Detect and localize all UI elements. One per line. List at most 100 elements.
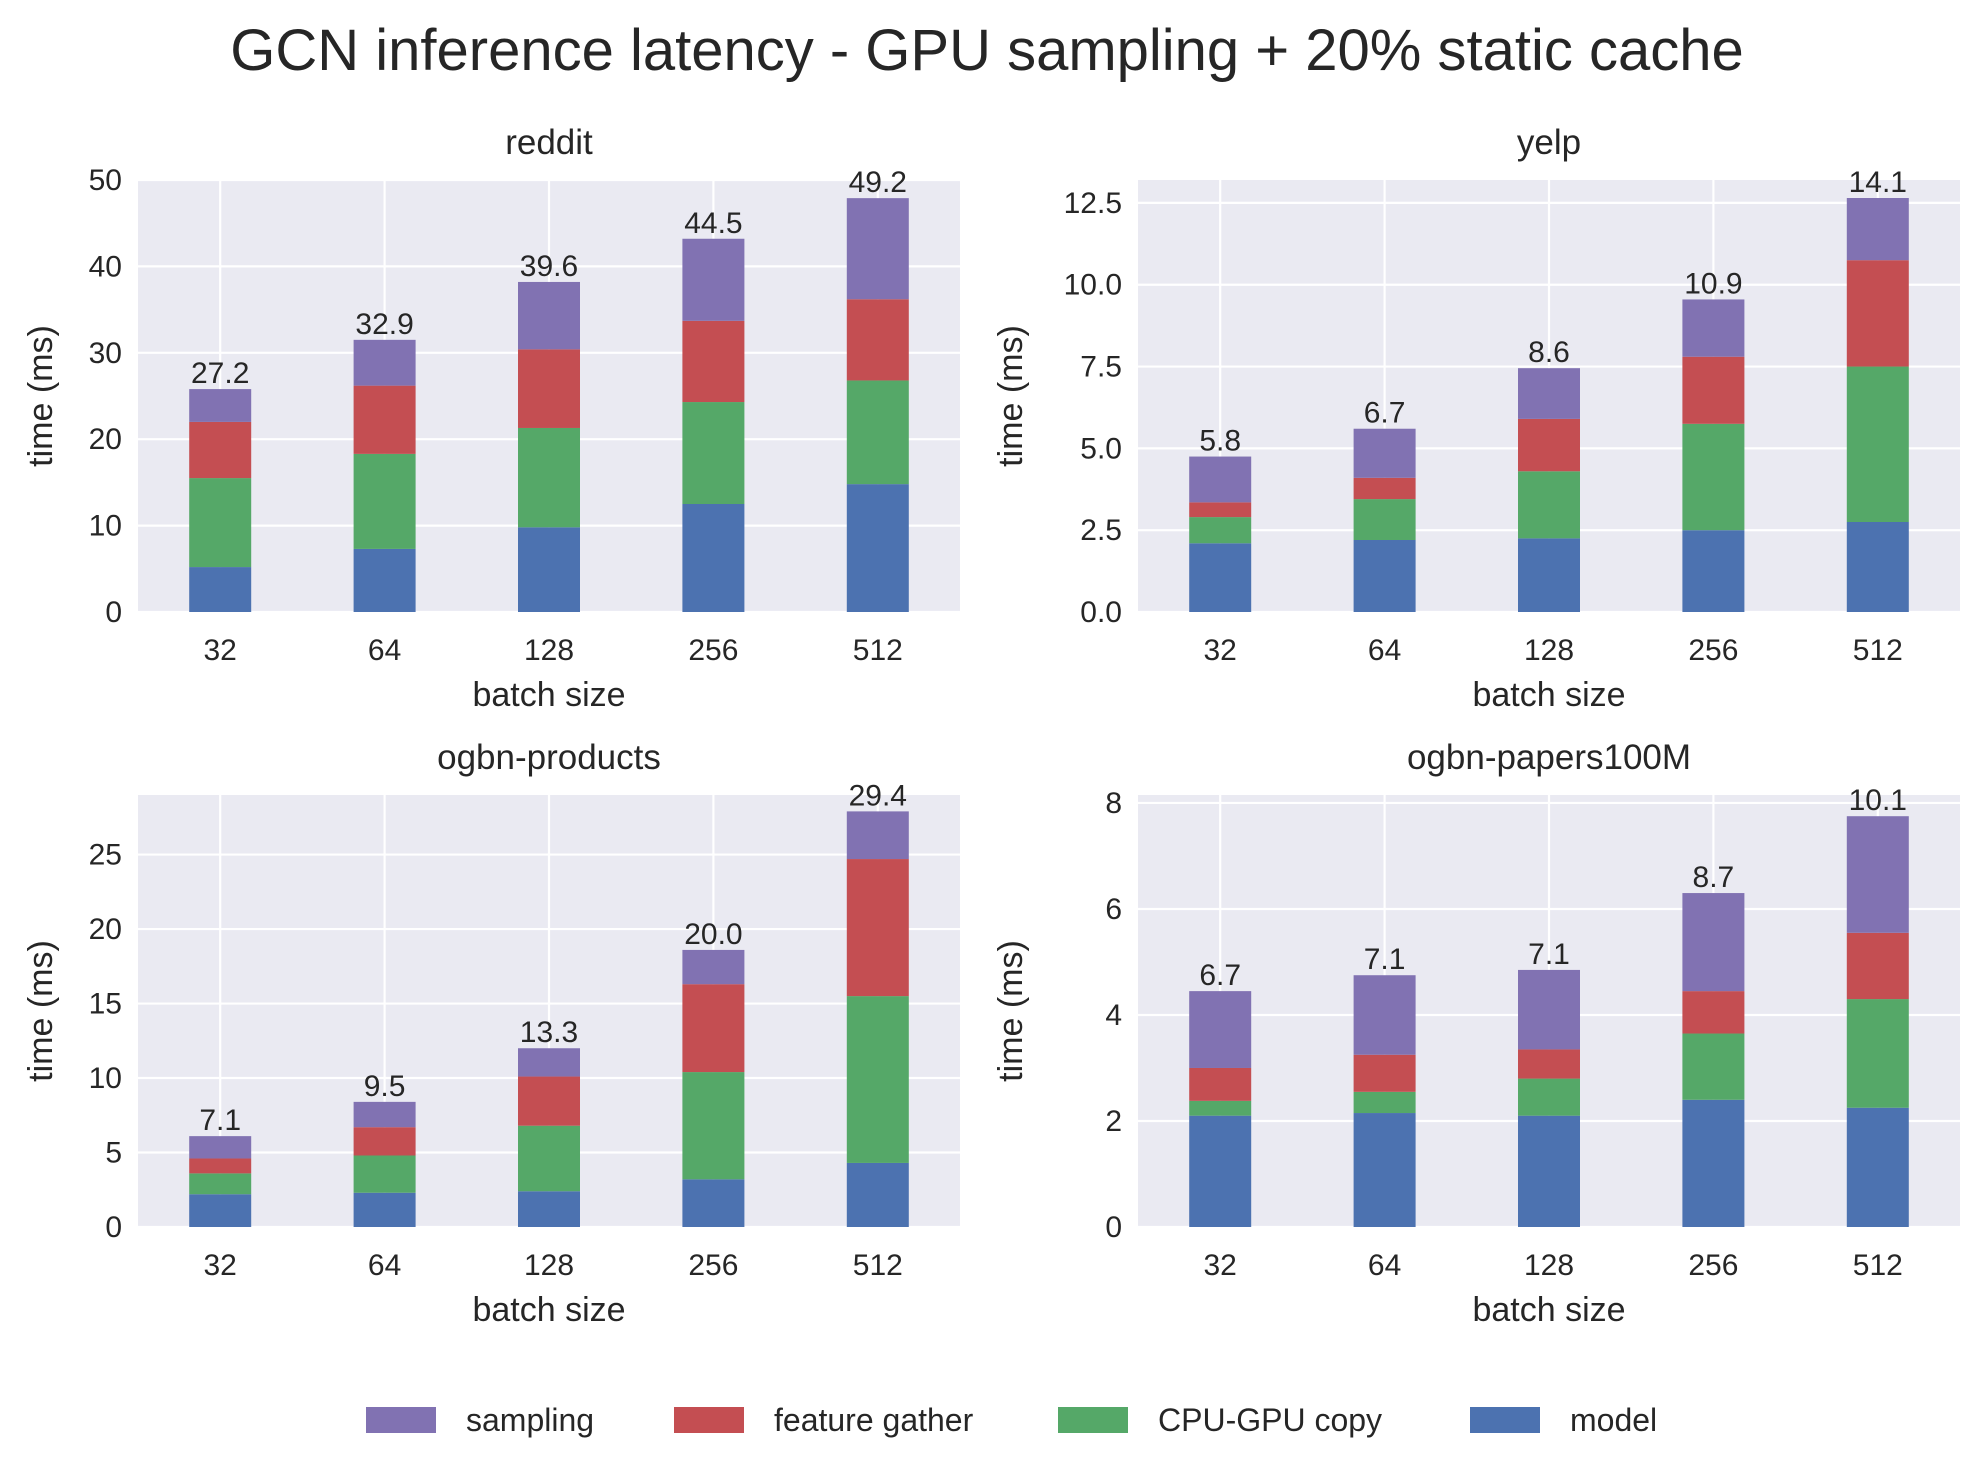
bar-copy-128 <box>518 427 580 528</box>
total-label: 20.0 <box>684 918 742 951</box>
total-label: 39.6 <box>520 250 578 283</box>
x-tick-label: 128 <box>1524 1249 1574 1282</box>
bar-sampling-128 <box>1518 969 1580 1050</box>
figure-title: GCN inference latency - GPU sampling + 2… <box>230 18 1744 83</box>
bar-copy-32 <box>1189 517 1252 544</box>
x-tick-label: 64 <box>1368 634 1401 667</box>
bar-sampling-32 <box>1189 456 1252 503</box>
bar-gather-32 <box>189 421 252 479</box>
bar-model-512 <box>846 1162 909 1227</box>
y-tick-label: 25 <box>89 839 122 872</box>
total-label: 7.1 <box>1528 938 1570 971</box>
bar-model-64 <box>353 548 416 612</box>
bar-gather-32 <box>189 1158 252 1174</box>
bar-copy-32 <box>189 478 252 568</box>
y-tick-label: 15 <box>89 988 122 1021</box>
bar-sampling-32 <box>189 1136 252 1159</box>
y-tick-label: 0 <box>105 596 122 629</box>
bar-sampling-256 <box>682 238 745 321</box>
bar-gather-64 <box>1353 477 1416 500</box>
bar-copy-128 <box>518 1125 580 1192</box>
bar-gather-128 <box>518 349 580 428</box>
total-label: 13.3 <box>520 1016 578 1049</box>
bar-gather-512 <box>1846 932 1909 1000</box>
legend-item-gather: feature gather <box>674 1402 974 1438</box>
x-tick-label: 64 <box>1368 1249 1401 1282</box>
bar-sampling-64 <box>353 339 416 386</box>
total-label: 14.1 <box>1849 166 1907 199</box>
bar-model-256 <box>682 504 745 612</box>
legend-swatch <box>1470 1407 1540 1433</box>
bar-gather-64 <box>353 385 416 454</box>
bar-sampling-128 <box>518 1048 580 1077</box>
y-tick-label: 5 <box>105 1137 122 1170</box>
bar-sampling-512 <box>1846 816 1909 933</box>
y-tick-label: 5.0 <box>1080 432 1122 465</box>
bar-sampling-64 <box>353 1101 416 1128</box>
y-tick-label: 0.0 <box>1080 596 1122 629</box>
bar-copy-512 <box>1846 999 1909 1108</box>
bar-copy-512 <box>846 380 909 485</box>
bar-gather-128 <box>518 1076 580 1126</box>
total-label: 27.2 <box>191 357 249 390</box>
bar-sampling-512 <box>846 811 909 860</box>
bar-copy-64 <box>1353 1091 1416 1114</box>
bar-sampling-64 <box>1353 428 1416 478</box>
bar-gather-256 <box>1682 356 1745 424</box>
x-tick-label: 512 <box>853 634 903 667</box>
total-label: 6.7 <box>1364 397 1406 430</box>
y-axis-label: time (ms) <box>22 940 60 1082</box>
y-tick-label: 8 <box>1105 787 1122 820</box>
bar-model-128 <box>518 527 580 612</box>
bar-copy-128 <box>1518 471 1580 539</box>
y-tick-label: 0 <box>105 1211 122 1244</box>
y-tick-label: 10.0 <box>1064 269 1122 302</box>
bar-model-128 <box>518 1191 580 1227</box>
x-tick-label: 256 <box>688 1249 738 1282</box>
total-label: 32.9 <box>355 308 413 341</box>
subplot-yelp: 5.8 6.7 8.6 10.9 14.1 0.0 2.5 5.0 7.5 10.0 12.5 32 6… <box>992 123 1960 714</box>
bar-copy-64 <box>353 453 416 549</box>
bar-model-128 <box>1518 538 1580 612</box>
bar-gather-128 <box>1518 418 1580 472</box>
legend-swatch <box>674 1407 744 1433</box>
total-label: 7.1 <box>1364 943 1406 976</box>
y-axis-label: time (ms) <box>992 940 1030 1082</box>
x-tick-label: 256 <box>688 634 738 667</box>
total-label: 44.5 <box>684 207 742 240</box>
bar-model-512 <box>1846 522 1909 612</box>
bar-copy-256 <box>1682 1033 1745 1100</box>
x-tick-label: 32 <box>204 1249 237 1282</box>
total-label: 10.9 <box>1684 267 1742 300</box>
bar-sampling-256 <box>1682 299 1745 357</box>
x-tick-label: 128 <box>1524 634 1574 667</box>
y-tick-label: 12.5 <box>1064 187 1122 220</box>
bar-sampling-32 <box>1189 991 1252 1068</box>
subplot-title: ogbn-papers100M <box>1407 738 1691 777</box>
x-tick-label: 256 <box>1688 1249 1738 1282</box>
x-tick-label: 32 <box>1204 634 1237 667</box>
bar-model-64 <box>353 1192 416 1227</box>
bar-copy-512 <box>1846 366 1909 522</box>
legend: sampling feature gather CPU-GPU copy model <box>366 1402 1657 1438</box>
total-label: 9.5 <box>364 1070 406 1103</box>
bar-model-32 <box>189 567 252 612</box>
bar-sampling-64 <box>1353 975 1416 1055</box>
y-tick-label: 6 <box>1105 893 1122 926</box>
x-tick-label: 512 <box>1853 1249 1903 1282</box>
total-label: 8.6 <box>1528 336 1570 369</box>
subplot-title: yelp <box>1517 123 1581 162</box>
legend-item-sampling: sampling <box>366 1402 594 1438</box>
subplot-title: reddit <box>505 123 593 162</box>
bar-copy-32 <box>1189 1100 1252 1116</box>
bar-gather-64 <box>353 1127 416 1156</box>
legend-swatch <box>1058 1407 1128 1433</box>
x-tick-label: 32 <box>204 634 237 667</box>
y-tick-label: 20 <box>89 913 122 946</box>
bar-copy-128 <box>1518 1078 1580 1116</box>
y-tick-label: 2 <box>1105 1105 1122 1138</box>
bar-sampling-512 <box>846 198 909 300</box>
y-tick-label: 4 <box>1105 999 1122 1032</box>
x-axis-label: batch size <box>1472 676 1625 714</box>
bar-model-32 <box>1189 543 1252 612</box>
